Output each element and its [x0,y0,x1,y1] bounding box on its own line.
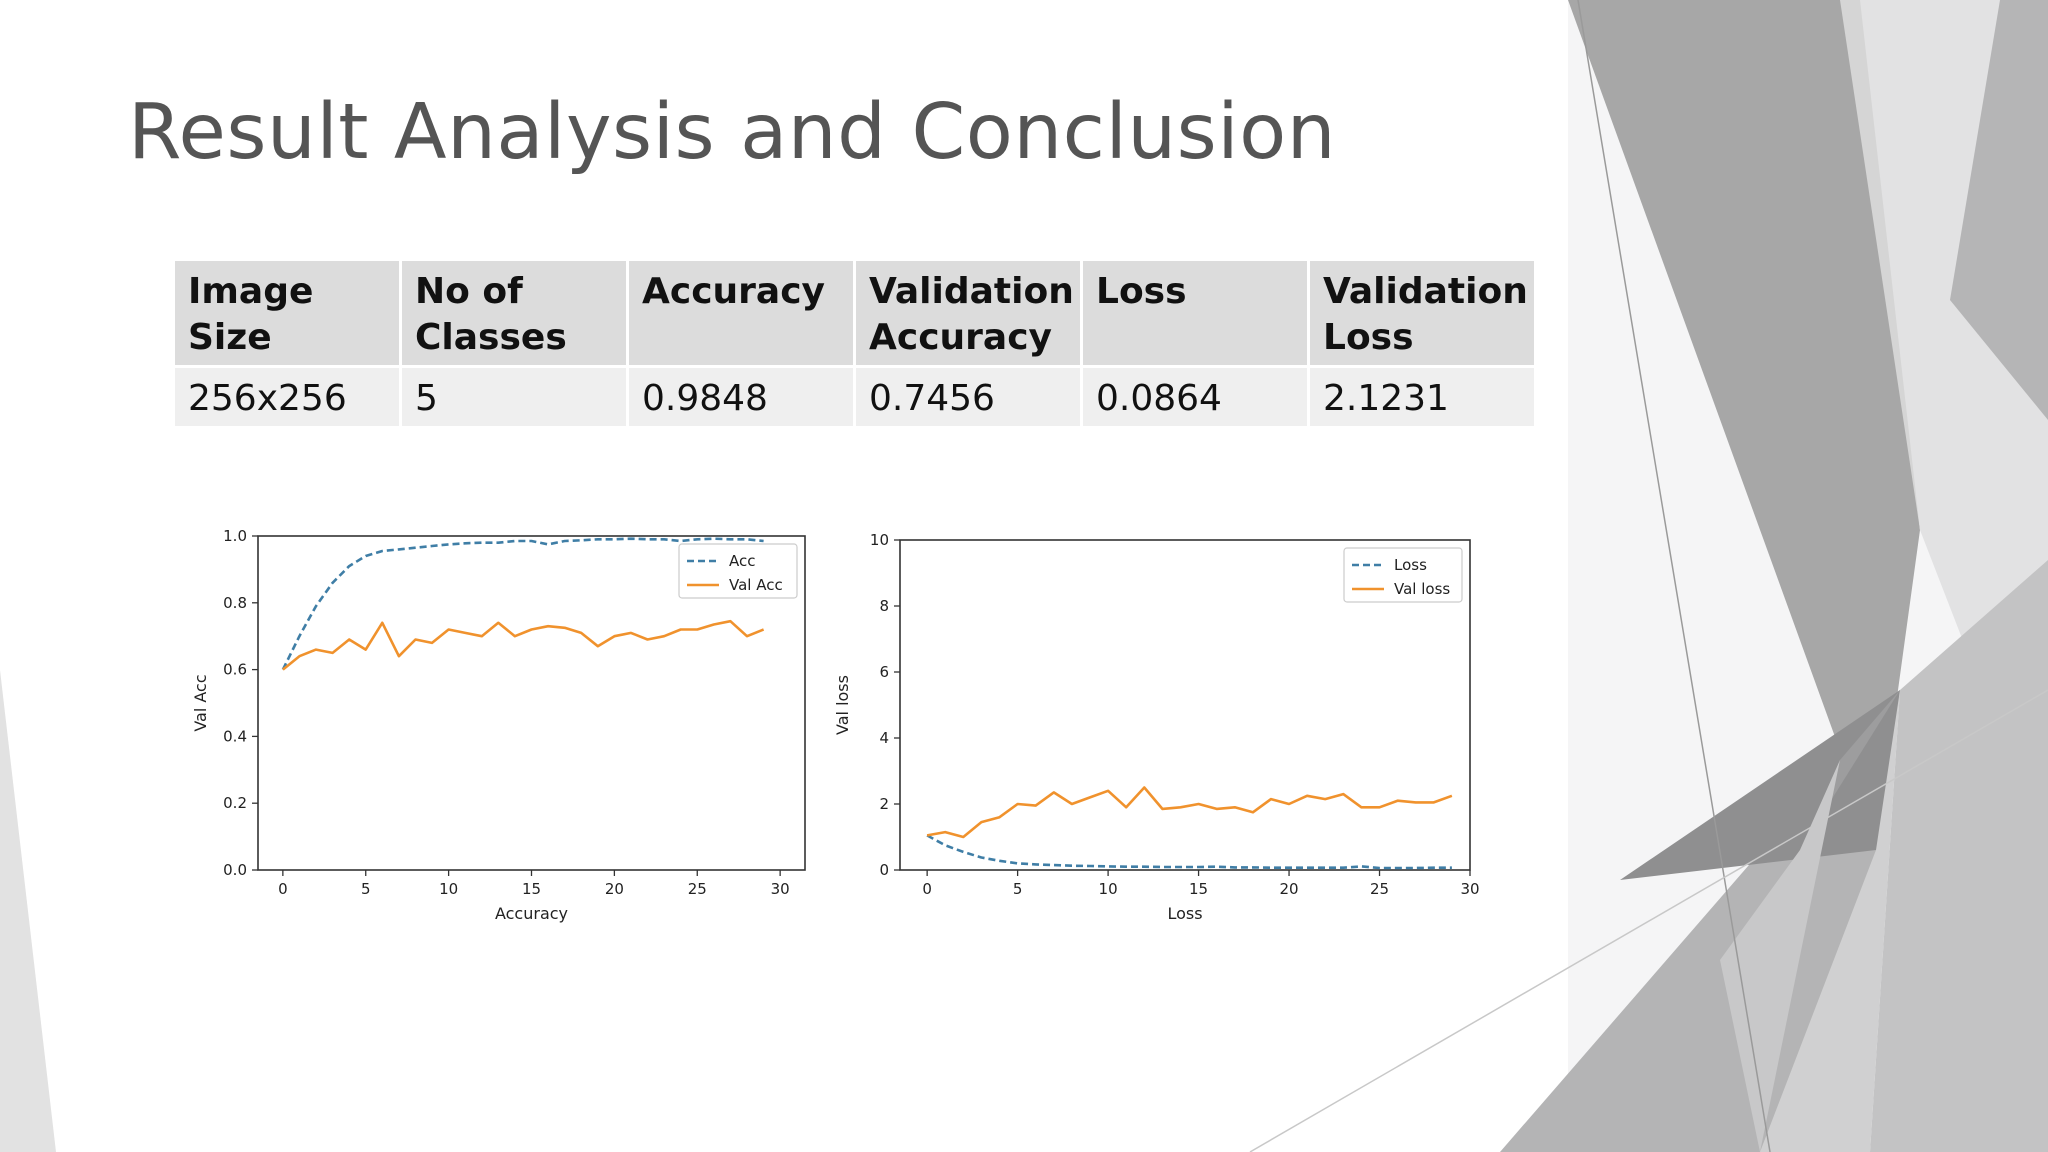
y-tick-label: 0.4 [223,727,247,745]
slide-title: Result Analysis and Conclusion [128,88,1337,177]
header-validation-accuracy: Validation Accuracy [856,261,1080,365]
y-tick-label: 0.6 [223,661,247,679]
table-header-row: Image Size No of Classes Accuracy Valida… [175,261,1534,365]
x-tick-label: 15 [1189,880,1208,898]
loss-chart: 0 5 10 15 20 25 30 0 2 4 6 8 10 Loss Val loss Loss Val l… [830,510,1480,950]
x-tick-label: 25 [1370,880,1389,898]
x-tick-label: 10 [439,880,458,898]
y-tick-label: 0.8 [223,594,247,612]
header-validation-loss: Validation Loss [1310,261,1534,365]
x-tick-label: 30 [771,880,790,898]
x-tick-label: 5 [1013,880,1023,898]
cell-validation-accuracy: 0.7456 [856,368,1080,426]
y-tick-label: 0.2 [223,794,247,812]
y-tick-label: 2 [879,795,889,813]
header-loss: Loss [1083,261,1307,365]
y-tick-label: 0 [879,861,889,879]
x-tick-label: 15 [522,880,541,898]
x-axis-label: Accuracy [495,904,568,923]
x-tick-label: 20 [1280,880,1299,898]
series-line-acc [281,537,764,671]
x-tick-label: 10 [1099,880,1118,898]
cell-accuracy: 0.9848 [629,368,853,426]
x-tick-label: 30 [1460,880,1479,898]
series-line-loss [926,834,1452,870]
cell-validation-loss: 2.1231 [1310,368,1534,426]
series-line-val-acc [282,619,765,671]
header-accuracy: Accuracy [629,261,853,365]
y-axis-label: Val loss [833,675,852,735]
legend-label: Val Acc [729,576,783,594]
legend-label: Val loss [1394,580,1450,598]
y-tick-label: 0.0 [223,861,247,879]
cell-image-size: 256x256 [175,368,399,426]
y-tick-label: 10 [870,531,889,549]
chart-svg: 0 5 10 15 20 25 30 0 2 4 6 8 10 Loss Val loss Loss Val l… [833,531,1480,923]
accuracy-chart: 0 5 10 15 20 25 30 0.0 0.2 0.4 0.6 0.8 1.0 Accuracy Va… [170,510,820,950]
chart-svg: 0 5 10 15 20 25 30 0.0 0.2 0.4 0.6 0.8 1.0 Accuracy Va… [191,527,806,923]
x-axis-label: Loss [1167,904,1202,923]
cell-no-of-classes: 5 [402,368,626,426]
header-no-of-classes: No of Classes [402,261,626,365]
y-axis-label: Val Acc [191,674,210,731]
results-table: Image Size No of Classes Accuracy Valida… [172,258,1537,429]
legend-label: Acc [729,552,756,570]
y-tick-label: 8 [879,597,889,615]
y-tick-label: 6 [879,663,889,681]
table-row: 256x256 5 0.9848 0.7456 0.0864 2.1231 [175,368,1534,426]
x-tick-label: 25 [688,880,707,898]
header-image-size: Image Size [175,261,399,365]
x-tick-label: 5 [361,880,371,898]
y-tick-label: 4 [879,729,889,747]
legend-label: Loss [1394,556,1427,574]
series-line-val-loss [926,786,1453,839]
cell-loss: 0.0864 [1083,368,1307,426]
y-tick-label: 1.0 [223,527,247,545]
x-tick-label: 20 [605,880,624,898]
x-tick-label: 0 [922,880,932,898]
x-tick-label: 0 [278,880,288,898]
